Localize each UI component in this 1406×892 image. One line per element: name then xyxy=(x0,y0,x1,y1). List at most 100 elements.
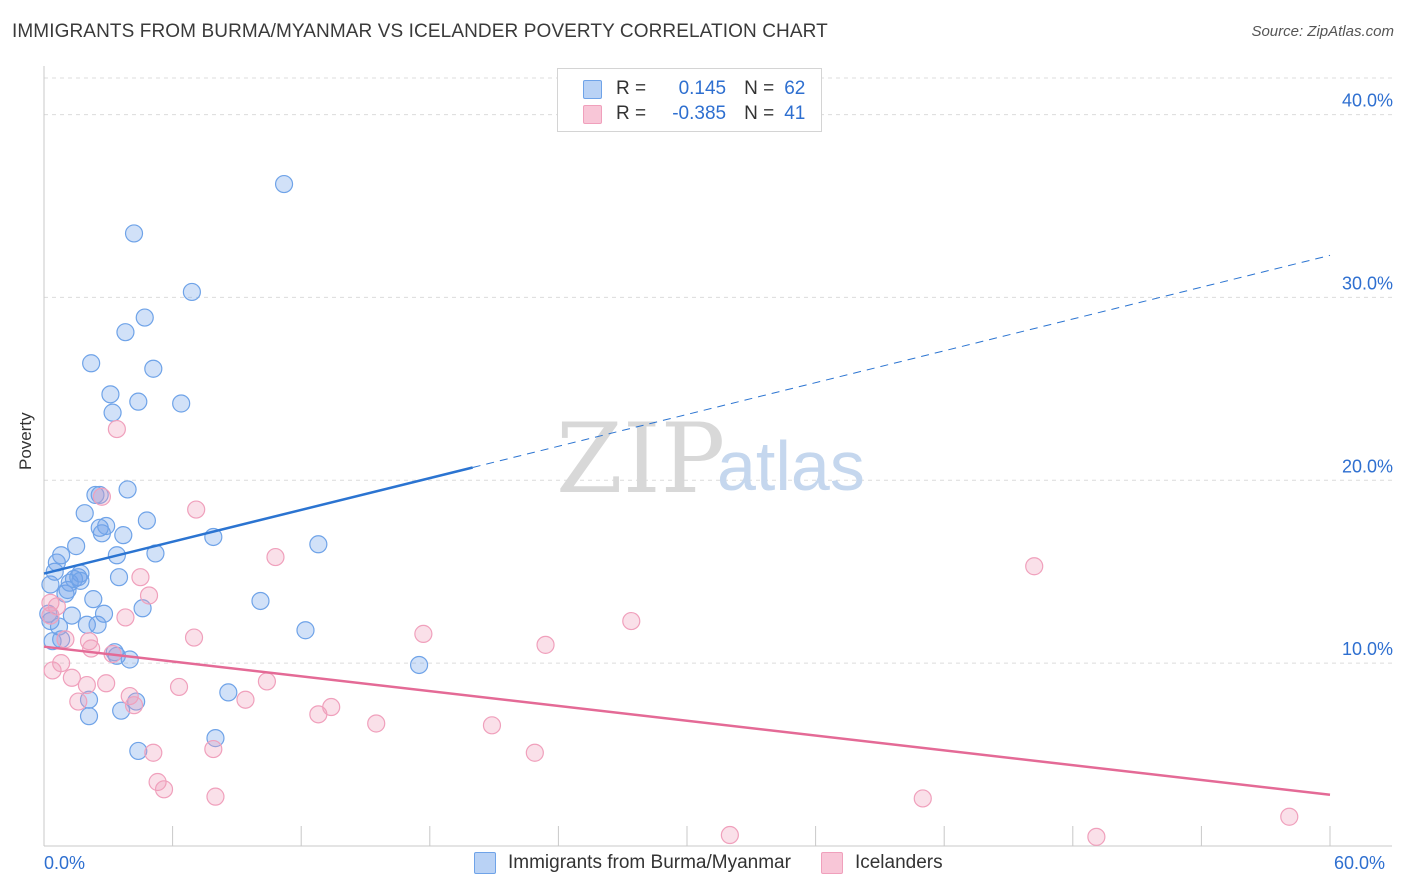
burma-point xyxy=(251,591,270,611)
icelander-point xyxy=(124,696,144,715)
legend-r-label: R = xyxy=(616,78,647,99)
icelander-point xyxy=(47,597,66,616)
icelander-point xyxy=(913,789,932,808)
legend-n-label: N = xyxy=(744,78,775,99)
grid-lines xyxy=(44,77,1392,664)
icelander-point xyxy=(69,692,88,711)
icelander-point xyxy=(79,632,99,651)
icelander-point xyxy=(131,568,150,587)
icelander-point xyxy=(1280,807,1299,826)
watermark-zip: ZIP xyxy=(556,403,725,515)
burma-point xyxy=(97,516,116,536)
legend-swatch-pink xyxy=(583,104,602,124)
series-legend-label: Immigrants from Burma/Myanmar xyxy=(508,852,791,873)
icelander-point xyxy=(169,677,189,697)
y-tick-label: 20.0% xyxy=(1342,456,1393,476)
correlation-legend: R = 0.145 N = 62 R = -0.385 N = 41 xyxy=(557,68,822,132)
watermark-atlas: atlas xyxy=(717,427,865,505)
burma-point xyxy=(129,741,148,761)
icelander-point xyxy=(206,787,225,806)
burma-point xyxy=(82,354,101,373)
icelander-point xyxy=(322,697,341,717)
burma-point xyxy=(135,308,154,327)
icelander-point xyxy=(62,668,81,687)
icelander-point xyxy=(107,419,126,439)
burma-point xyxy=(103,403,122,422)
icelander-point xyxy=(187,500,206,519)
burma-point xyxy=(172,394,191,413)
series-legend: Immigrants from Burma/Myanmar Icelanders xyxy=(474,852,973,874)
icelander-trend-line xyxy=(43,645,1331,797)
burma-point xyxy=(219,683,238,702)
icelander-point xyxy=(1025,557,1044,576)
burma-point xyxy=(52,546,71,565)
burma-point xyxy=(137,511,156,530)
y-tick-label: 30.0% xyxy=(1342,273,1393,293)
icelander-point xyxy=(536,635,555,654)
icelander-point xyxy=(482,716,502,735)
axes xyxy=(43,66,1392,847)
icelander-point xyxy=(144,743,163,762)
legend-row-icelanders: R = -0.385 N = 41 xyxy=(583,102,805,126)
series-swatch-pink xyxy=(820,852,843,874)
icelander-point xyxy=(720,825,739,845)
burma-point xyxy=(129,392,148,411)
icelander-point xyxy=(82,639,101,658)
burma-point xyxy=(206,729,225,748)
icelander-point xyxy=(120,686,139,706)
icelander-point xyxy=(367,714,386,733)
burma-point xyxy=(309,535,328,554)
burma-point xyxy=(296,621,315,640)
series-legend-label: Icelanders xyxy=(854,852,943,873)
y-tick-labels: 10.0% 20.0% 30.0% 40.0% xyxy=(1342,91,1393,660)
icelander-point xyxy=(257,672,277,691)
burma-point xyxy=(409,655,429,675)
icelander-point xyxy=(56,630,75,649)
icelander-point xyxy=(525,743,544,762)
icelander-point xyxy=(41,606,60,625)
legend-row-burma: R = 0.145 N = 62 xyxy=(583,77,805,101)
burma-point xyxy=(84,590,103,609)
legend-n-value: 41 xyxy=(784,103,806,124)
icelander-point xyxy=(77,675,96,695)
icelander-point xyxy=(52,654,71,673)
burma-point xyxy=(94,604,114,623)
watermark: ZIP atlas xyxy=(556,403,865,515)
icelander-point xyxy=(1087,827,1106,846)
burma-point xyxy=(101,385,120,404)
icelander-point xyxy=(414,624,433,643)
legend-n-label: N = xyxy=(744,103,775,124)
burma-point xyxy=(79,707,99,726)
y-tick-label: 40.0% xyxy=(1342,91,1393,111)
legend-swatch-blue xyxy=(583,79,602,99)
icelander-point xyxy=(236,690,255,709)
icelander-point xyxy=(622,611,641,631)
burma-point xyxy=(144,359,163,378)
y-axis-label: Poverty xyxy=(16,412,35,470)
icelander-point xyxy=(154,780,174,799)
trend-lines xyxy=(43,254,1331,797)
burma-point xyxy=(67,537,86,556)
burma-point xyxy=(58,580,77,600)
series-legend-icelanders: Icelanders xyxy=(820,852,943,874)
source-credit: Source: ZipAtlas.com xyxy=(1251,23,1394,40)
burma-point xyxy=(120,650,139,669)
burma-trend-line xyxy=(43,466,473,575)
x-tick-label-min: 0.0% xyxy=(44,853,86,873)
legend-n-value: 62 xyxy=(784,78,806,99)
burma-point xyxy=(118,480,137,499)
burma-point xyxy=(88,615,107,634)
x-tick-label-max: 60.0% xyxy=(1334,853,1386,873)
series-swatch-blue xyxy=(474,852,496,874)
chart-title: IMMIGRANTS FROM BURMA/MYANMAR VS ICELAND… xyxy=(12,21,828,42)
burma-trend-extension xyxy=(472,254,1331,468)
burma-point xyxy=(116,323,135,342)
burma-point xyxy=(274,174,294,194)
icelander-point xyxy=(148,772,167,792)
icelander-point xyxy=(266,547,285,567)
burma-point xyxy=(86,485,105,505)
burma-point xyxy=(124,224,144,243)
icelander-point xyxy=(92,487,111,506)
burma-point xyxy=(62,606,81,625)
